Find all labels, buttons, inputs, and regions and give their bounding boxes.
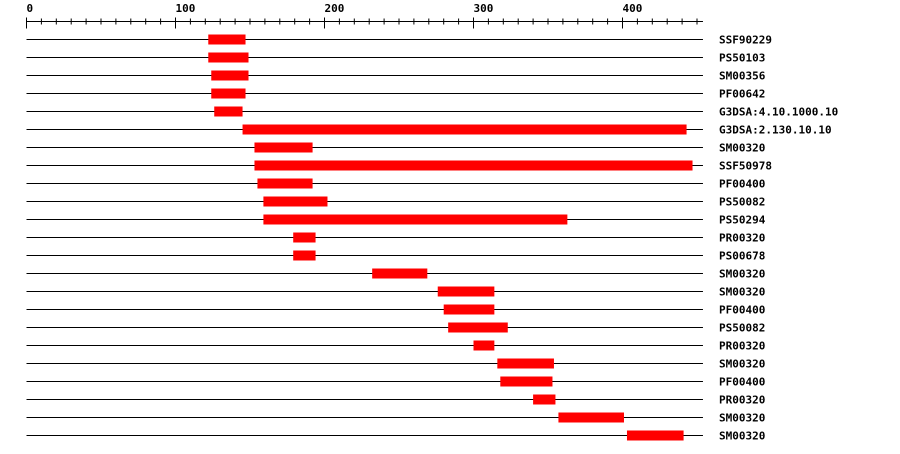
domain-bar bbox=[533, 394, 556, 405]
track-label: SM00320 bbox=[719, 142, 765, 155]
domain-bar bbox=[372, 268, 428, 279]
domain-bar bbox=[263, 214, 568, 225]
track-label: SM00320 bbox=[719, 358, 765, 371]
track-label: PS50082 bbox=[719, 196, 765, 209]
domain-bar bbox=[254, 160, 693, 171]
track-label: SM00320 bbox=[719, 412, 765, 425]
domain-bar bbox=[626, 430, 684, 441]
track-label: PF00400 bbox=[719, 178, 765, 191]
domain-bar bbox=[437, 286, 495, 297]
domain-bar bbox=[211, 88, 246, 99]
track-label: SM00320 bbox=[719, 286, 765, 299]
domain-bar bbox=[254, 142, 313, 153]
track-label: PS00678 bbox=[719, 250, 765, 263]
domain-bar bbox=[473, 340, 495, 351]
domain-bar bbox=[497, 358, 554, 369]
track-label: PS50082 bbox=[719, 322, 765, 335]
x-tick-label: 200 bbox=[325, 2, 345, 15]
domain-bar bbox=[293, 250, 316, 261]
domain-bar bbox=[214, 106, 243, 117]
x-tick-label: 100 bbox=[176, 2, 196, 15]
track-label: SSF90229 bbox=[719, 34, 772, 47]
track-label: PR00320 bbox=[719, 340, 765, 353]
domain-bar bbox=[211, 70, 249, 81]
x-tick-label: 300 bbox=[474, 2, 494, 15]
domain-bar bbox=[242, 124, 687, 135]
track-label: PF00400 bbox=[719, 304, 765, 317]
track-label: SSF50978 bbox=[719, 160, 772, 173]
domain-bar bbox=[208, 34, 246, 45]
domain-bar bbox=[448, 322, 508, 333]
domain-bar bbox=[208, 52, 249, 63]
track-label: SM00356 bbox=[719, 70, 766, 83]
track-label: SM00320 bbox=[719, 268, 765, 281]
domain-bar bbox=[500, 376, 553, 387]
track-label: PR00320 bbox=[719, 232, 765, 245]
domain-bar bbox=[263, 196, 328, 207]
track-label: PR00320 bbox=[719, 394, 765, 407]
track-label: PS50103 bbox=[719, 52, 765, 65]
track-label: SM00320 bbox=[719, 430, 765, 443]
track-label: G3DSA:2.130.10.10 bbox=[719, 124, 832, 137]
x-tick-label: 400 bbox=[623, 2, 643, 15]
domain-bar bbox=[558, 412, 624, 423]
track-label: PF00400 bbox=[719, 376, 765, 389]
domain-bar bbox=[293, 232, 316, 243]
x-tick-label: 0 bbox=[27, 2, 34, 15]
domain-bar bbox=[257, 178, 313, 189]
track-label: PS50294 bbox=[719, 214, 766, 227]
track-label: PF00642 bbox=[719, 88, 765, 101]
track-label: G3DSA:4.10.1000.10 bbox=[719, 106, 838, 119]
domain-bar bbox=[443, 304, 495, 315]
